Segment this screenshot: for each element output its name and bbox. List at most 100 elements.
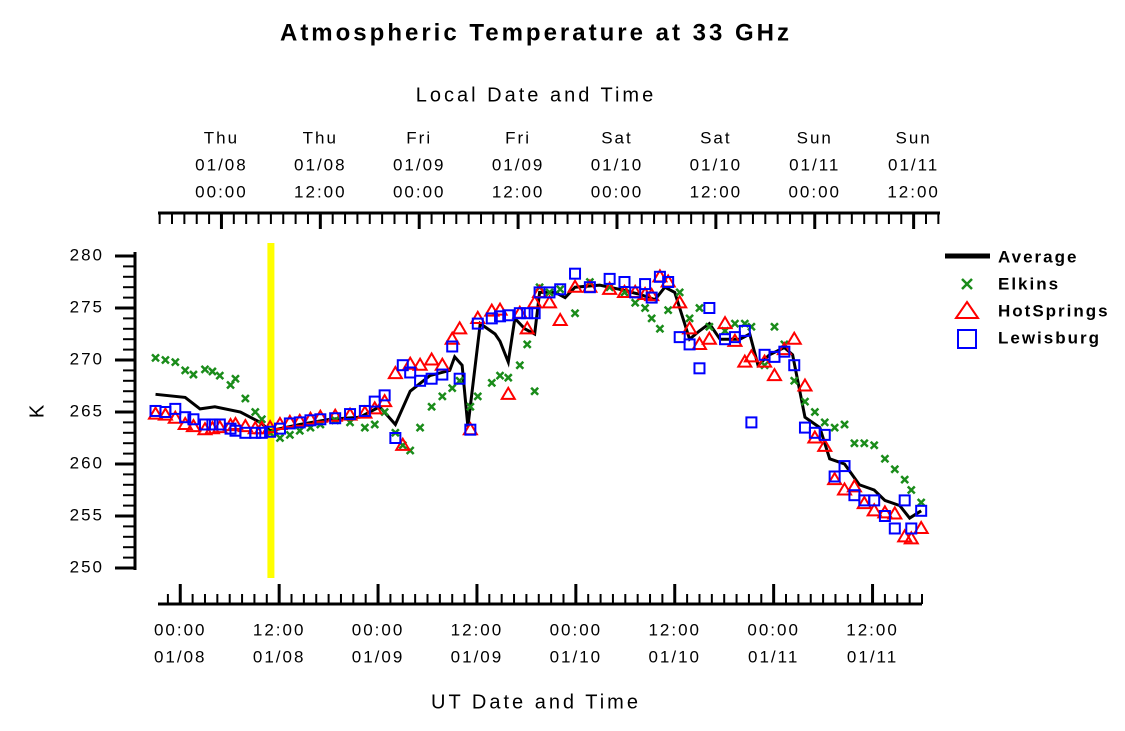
square-marker [513,307,526,320]
triangle-marker [766,367,783,382]
square-marker [683,338,696,351]
triangle-marker [865,502,883,517]
legend-label: Lewisburg [998,328,1101,347]
square-marker [738,324,751,337]
triangle-marker [541,294,558,309]
x-marker [880,454,890,464]
square-marker [494,310,507,323]
top-tick-label: 00:00 [788,182,841,201]
x-tick-label: 00:00 [154,620,207,639]
highlight-band [267,243,275,578]
legend-label: HotSprings [998,301,1110,320]
top-tick-label: 12:00 [690,182,743,201]
square-marker [414,374,427,387]
x-marker [250,407,260,417]
square-marker [453,372,466,385]
triangle-marker [366,400,384,415]
x-marker [370,420,380,429]
top-tick-label: 12:00 [294,182,347,201]
y-tick-label: 250 [70,557,104,576]
triangle-marker [716,315,734,330]
square-marker [618,276,631,288]
x-marker [890,464,900,474]
square-marker [521,307,534,320]
square-marker [206,418,219,431]
x-tick-date: 01/11 [748,647,799,666]
x-tick-date: 01/09 [352,647,405,666]
square-marker [673,331,686,344]
triangle-marker [185,418,202,433]
x-marker [704,322,714,332]
triangle-marker [776,341,793,356]
triangle-marker [411,356,429,371]
x-marker [789,376,799,386]
triangle-marker [518,320,536,335]
square-marker [818,428,831,441]
square-marker [583,281,596,294]
top-tick-day: Sun [896,128,932,147]
triangle-marker [443,330,461,345]
square-marker [693,362,706,375]
x-marker [545,288,554,297]
x-marker [800,397,810,406]
x-marker [275,433,285,443]
top-tick-day: Thu [204,128,239,147]
square-marker [396,359,409,372]
x-marker [495,371,505,380]
top-tick-label: 00:00 [591,182,644,201]
square-marker [905,522,918,535]
legend-label: Elkins [998,274,1060,293]
x-marker [869,440,879,450]
triangle-marker [616,283,633,298]
triangle-marker [886,505,904,520]
square-marker [358,404,371,417]
triangle-marker [147,405,164,420]
square-marker [314,413,327,426]
top-tick-date: 01/10 [591,155,644,174]
x-marker [208,367,217,376]
x-marker [675,288,685,297]
triangle-marker [846,478,863,493]
triangle-marker [601,280,618,295]
x-marker [685,314,694,323]
square-marker [502,309,515,322]
x-marker [503,373,513,383]
x-marker [906,485,916,495]
triangle-marker [681,320,698,335]
x-tick-date: 01/09 [451,647,504,666]
triangle-marker [291,412,309,427]
square-marker [728,331,741,344]
x-marker [555,284,565,294]
top-tick-date: 01/09 [492,155,545,174]
x-marker [473,392,483,401]
top-tick-label: 00:00 [195,182,248,201]
x-tick-date: 01/08 [154,647,207,666]
x-marker [161,355,170,365]
top-tick-date: 01/11 [888,155,939,174]
x-marker [830,423,840,432]
y-tick-label: 260 [70,453,104,472]
x-marker [570,308,580,318]
triangle-marker [836,481,853,496]
y-tick-label: 265 [70,401,104,420]
top-tick-date: 01/08 [294,155,347,174]
x-marker [530,386,540,396]
square-marker [187,413,200,426]
triangle-marker [701,330,718,345]
triangle-marker [312,408,329,423]
x-marker [840,420,849,429]
square-marker [898,494,911,507]
x-tick-label: 12:00 [451,620,504,639]
square-marker [554,283,567,296]
square-marker [485,312,498,325]
x-marker [257,414,267,424]
triangle-marker [743,348,760,363]
x-marker [360,423,370,432]
top-tick-label: 12:00 [492,182,545,201]
x-tick-date: 01/10 [550,647,603,666]
x-marker [215,371,225,380]
chart-title: Atmospheric Temperature at 33 GHz [280,19,792,46]
x-marker [170,357,180,367]
square-marker [639,278,652,291]
x-tick-label: 00:00 [352,620,405,639]
